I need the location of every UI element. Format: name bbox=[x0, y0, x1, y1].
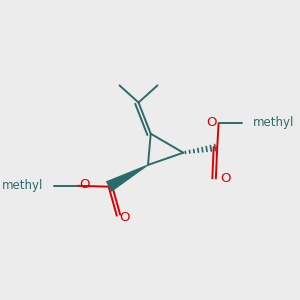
Text: methyl: methyl bbox=[2, 179, 43, 192]
Text: O: O bbox=[220, 172, 231, 185]
Text: methyl: methyl bbox=[253, 116, 294, 129]
Text: O: O bbox=[120, 212, 130, 224]
Text: O: O bbox=[206, 116, 217, 128]
Polygon shape bbox=[106, 164, 148, 192]
Text: O: O bbox=[79, 178, 89, 191]
